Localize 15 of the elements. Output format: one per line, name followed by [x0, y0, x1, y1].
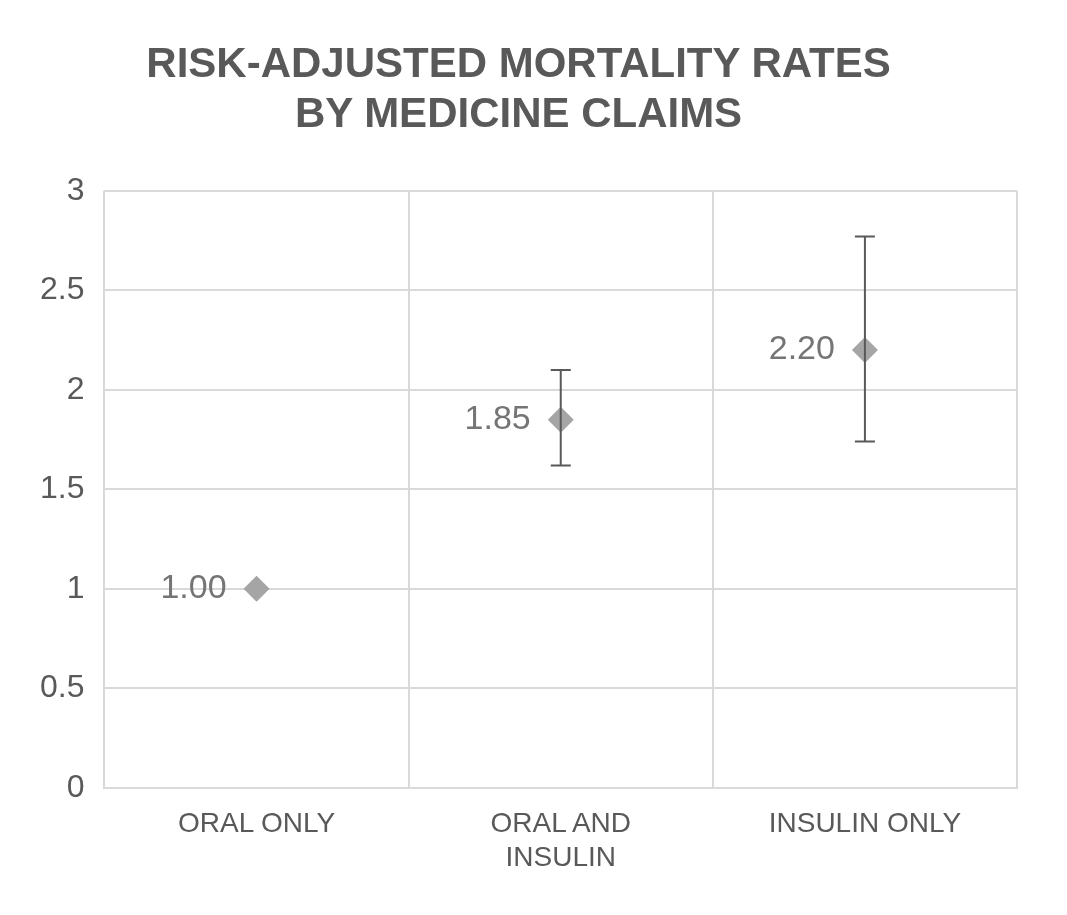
data-label: 2.20: [768, 328, 835, 367]
y-tick-label: 2: [66, 369, 85, 406]
x-tick-label: ORAL ONLY: [177, 807, 336, 839]
y-tick-label: 2.5: [40, 270, 85, 307]
data-label: 1.85: [464, 398, 531, 437]
y-tick-label: 1: [66, 568, 85, 605]
point: [243, 575, 270, 602]
chart-title: RISK-ADJUSTED MORTALITY RATES BY MEDICINE CLAIMS: [146, 38, 891, 137]
data-label: 1.00: [160, 567, 227, 606]
x-tick-label: INSULIN ONLY: [768, 807, 962, 839]
x-tick-label: ORAL AND INSULIN: [490, 807, 632, 872]
y-tick-label: 0.5: [40, 668, 85, 705]
y-tick-label: 3: [66, 170, 85, 207]
y-tick-label: 1.5: [40, 469, 85, 506]
y-tick-label: 0: [66, 767, 85, 804]
